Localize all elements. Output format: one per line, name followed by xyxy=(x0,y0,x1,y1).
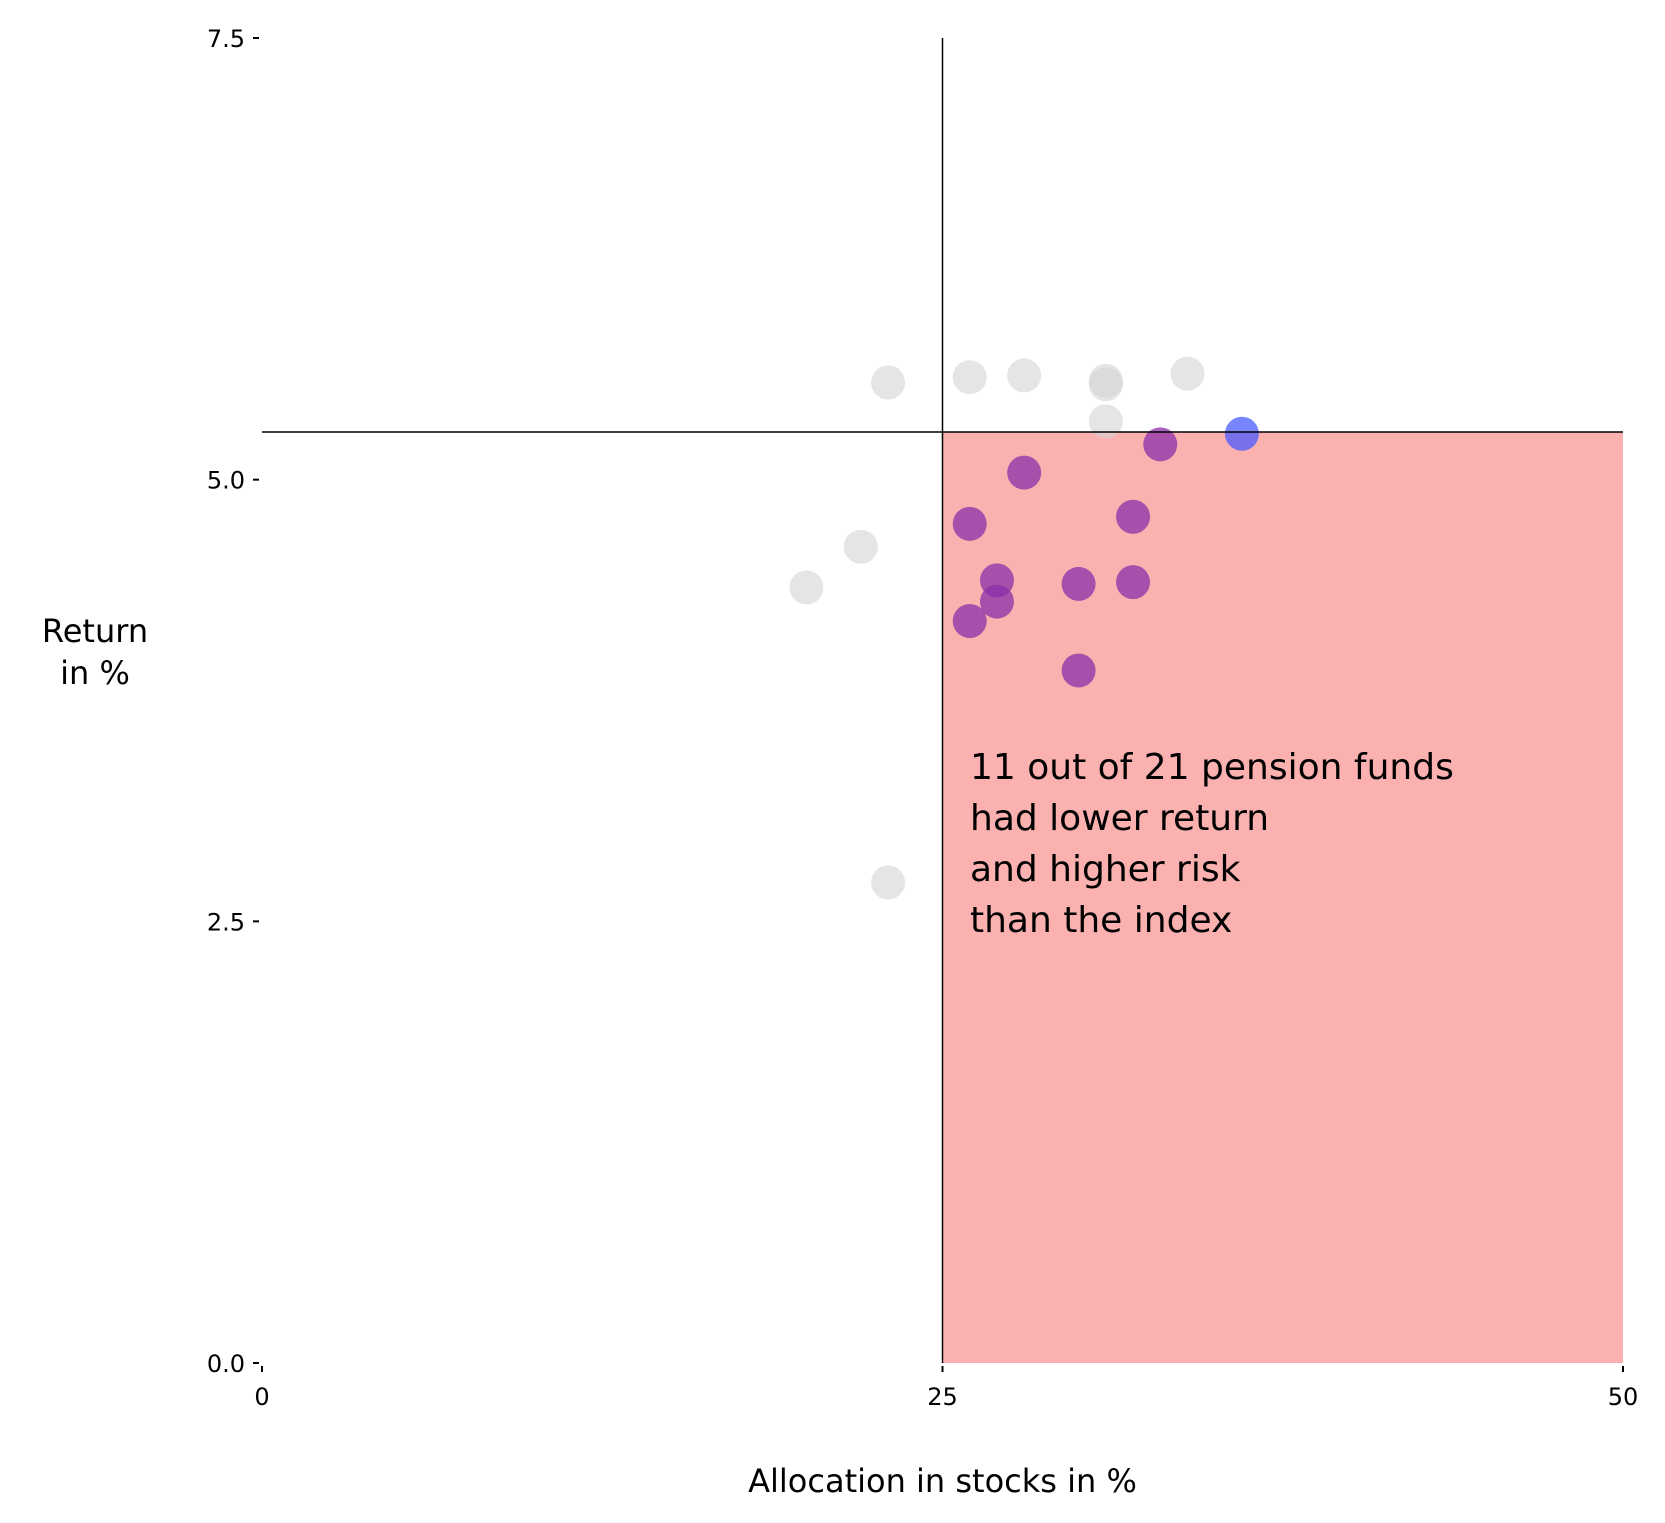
point-below xyxy=(1061,566,1096,601)
point-below xyxy=(979,584,1014,619)
points-layer xyxy=(789,356,1259,900)
point-other xyxy=(1088,404,1123,439)
y-tick-label: 2.5 xyxy=(207,908,245,936)
point-below xyxy=(952,604,987,638)
y-axis-title-line: in % xyxy=(60,654,130,692)
x-tick-label: 50 xyxy=(1608,1383,1639,1411)
point-below xyxy=(1143,427,1178,462)
point-other xyxy=(1170,356,1205,391)
point-other xyxy=(843,529,878,564)
point-below xyxy=(952,506,987,541)
y-tick-label: 0.0 xyxy=(207,1350,245,1378)
y-tick-label: 7.5 xyxy=(207,25,245,53)
point-below xyxy=(1116,565,1151,600)
point-below xyxy=(1116,499,1151,534)
point-other xyxy=(952,360,987,395)
annotation-line: than the index xyxy=(970,900,1232,941)
highlight-region xyxy=(942,431,1623,1363)
point-below xyxy=(1061,653,1096,688)
x-tick-label: 0 xyxy=(254,1383,269,1411)
annotation-line: 11 out of 21 pension funds xyxy=(970,747,1454,788)
annotation-line: and higher risk xyxy=(970,849,1241,890)
point-other xyxy=(871,865,906,900)
point-other xyxy=(871,365,906,400)
point-index-fund xyxy=(1224,416,1259,451)
annotation-text: 11 out of 21 pension funds had lower retu… xyxy=(970,747,1454,941)
annotation-line: had lower return xyxy=(970,798,1269,839)
x-tick-label: 25 xyxy=(927,1383,958,1411)
y-axis-title: Return in % xyxy=(42,612,148,692)
y-tick-label: 5.0 xyxy=(207,467,245,495)
point-other xyxy=(1007,358,1042,393)
y-axis: 0.0 2.5 5.0 7.5 xyxy=(207,25,259,1378)
point-other xyxy=(1088,367,1123,402)
x-axis: 0 25 50 xyxy=(254,1366,1638,1411)
point-below xyxy=(1007,455,1042,490)
x-axis-title: Allocation in stocks in % xyxy=(748,1462,1137,1500)
point-other xyxy=(789,570,824,605)
y-axis-title-line: Return xyxy=(42,612,148,650)
